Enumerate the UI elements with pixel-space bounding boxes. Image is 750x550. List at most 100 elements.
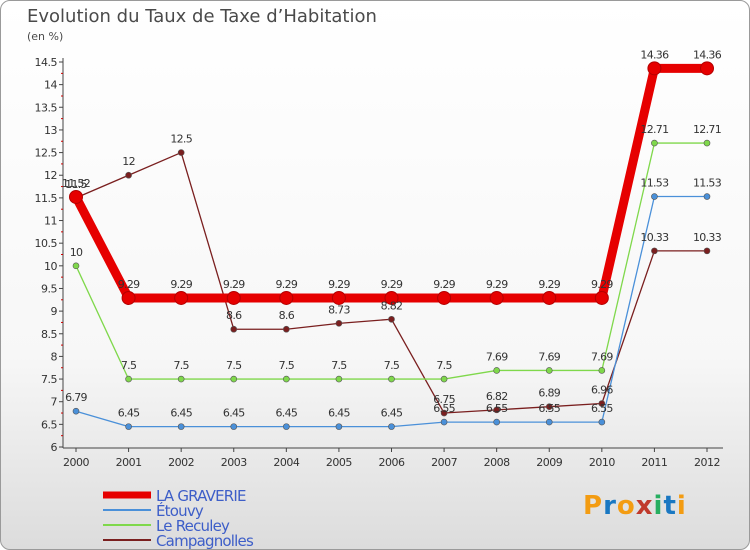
data-label-3: 10.33 bbox=[640, 231, 669, 244]
logo-letter: x bbox=[635, 491, 654, 521]
data-label-0: 9.29 bbox=[538, 278, 560, 291]
data-label-1: 6.55 bbox=[433, 402, 455, 415]
data-label-2: 7.5 bbox=[226, 359, 242, 372]
series-point-2 bbox=[545, 367, 553, 374]
data-label-3: 6.89 bbox=[538, 387, 560, 400]
y-tick-label: 10.5 bbox=[35, 237, 58, 250]
series-point-3 bbox=[651, 247, 658, 255]
series-point-2 bbox=[703, 139, 711, 147]
x-tick-label: 2011 bbox=[641, 456, 667, 469]
series-point-0 bbox=[437, 290, 452, 305]
y-tick-label: 11 bbox=[44, 215, 57, 228]
series-point-2 bbox=[125, 375, 132, 383]
series-point-2 bbox=[493, 367, 500, 374]
data-label-1: 11.53 bbox=[693, 177, 722, 190]
unit-label: (en %) bbox=[27, 30, 64, 43]
data-label-3: 8.73 bbox=[328, 303, 350, 316]
series-point-1 bbox=[335, 423, 343, 430]
series-point-0 bbox=[121, 290, 136, 305]
data-label-0: 9.29 bbox=[118, 278, 140, 291]
series-point-1 bbox=[72, 407, 80, 415]
y-tick-label: 9.5 bbox=[41, 282, 57, 295]
data-label-0: 9.29 bbox=[223, 278, 245, 291]
logo-letter: i bbox=[653, 491, 664, 521]
data-label-3: 6.96 bbox=[591, 384, 613, 397]
data-label-3: 8.6 bbox=[279, 309, 295, 322]
data-label-3: 12.5 bbox=[170, 133, 192, 146]
data-label-1: 6.55 bbox=[591, 402, 613, 415]
y-tick-label: 13 bbox=[44, 124, 57, 137]
series-labels: 11.5 12 12.5 8.6 8.6 8.73 8.82 6.75 6.82 6.89 6.96… bbox=[62, 48, 722, 419]
x-tick-label: 2006 bbox=[379, 456, 405, 469]
series-point-3 bbox=[703, 247, 711, 255]
series-point-2 bbox=[335, 375, 343, 383]
series-point-1 bbox=[545, 418, 553, 426]
series-point-3 bbox=[440, 409, 448, 417]
data-label-1: 11.53 bbox=[640, 177, 669, 190]
data-label-1: 6.45 bbox=[328, 407, 350, 420]
series-point-1 bbox=[703, 193, 711, 200]
data-label-2: 7.69 bbox=[486, 350, 508, 363]
x-tick-label: 2010 bbox=[589, 456, 615, 469]
series-point-0 bbox=[594, 290, 609, 305]
y-tick-label: 7.5 bbox=[41, 373, 57, 386]
series-point-0 bbox=[384, 290, 399, 305]
series-point-1 bbox=[440, 418, 448, 426]
y-tick-label: 14.5 bbox=[35, 56, 58, 69]
series-point-3 bbox=[125, 171, 132, 179]
series-point-0 bbox=[489, 290, 504, 305]
data-label-0: 11.52 bbox=[62, 177, 90, 190]
x-tick-label: 2003 bbox=[221, 456, 247, 469]
series-point-3 bbox=[545, 403, 553, 410]
series-point-0 bbox=[647, 61, 662, 76]
series-point-0 bbox=[700, 61, 714, 76]
x-tick-label: 2012 bbox=[694, 456, 720, 469]
data-label-3: 8.6 bbox=[226, 309, 242, 322]
data-label-2: 12.71 bbox=[693, 123, 721, 136]
data-label-1: 6.45 bbox=[223, 407, 245, 420]
series-point-0 bbox=[279, 290, 294, 305]
data-label-2: 7.5 bbox=[279, 359, 295, 372]
x-tick-label: 2009 bbox=[536, 456, 562, 469]
logo-letter: r bbox=[603, 491, 617, 521]
series-point-1 bbox=[177, 423, 185, 430]
y-tick-label: 12.5 bbox=[35, 147, 58, 160]
y-tick-label: 13.5 bbox=[35, 101, 58, 114]
series-point-1 bbox=[493, 418, 500, 426]
data-label-2: 7.5 bbox=[436, 359, 452, 372]
y-tick-label: 8.5 bbox=[41, 328, 57, 341]
data-label-0: 9.29 bbox=[170, 278, 192, 291]
data-label-2: 12.71 bbox=[640, 123, 668, 136]
series-point-0 bbox=[174, 290, 189, 305]
legend-label-3: Campagnolles bbox=[156, 532, 254, 550]
data-label-3: 8.82 bbox=[381, 299, 403, 312]
data-label-1: 6.45 bbox=[118, 407, 140, 420]
logo-letter: P bbox=[583, 491, 604, 521]
logo-letter: i bbox=[676, 491, 687, 521]
data-label-3: 6.82 bbox=[486, 390, 508, 403]
series-point-2 bbox=[72, 262, 80, 270]
data-label-0: 9.29 bbox=[275, 278, 297, 291]
data-label-1: 6.55 bbox=[538, 402, 560, 415]
series-point-2 bbox=[177, 375, 185, 383]
legend-label-0: LA GRAVERIE bbox=[156, 487, 246, 505]
data-label-1: 6.45 bbox=[170, 407, 192, 420]
series-point-0 bbox=[542, 290, 557, 305]
series-point-2 bbox=[440, 375, 448, 383]
y-tick-label: 8 bbox=[51, 350, 58, 363]
data-label-0: 9.29 bbox=[591, 278, 613, 291]
data-label-2: 7.5 bbox=[173, 359, 189, 372]
x-tick-label: 2008 bbox=[484, 456, 510, 469]
y-tick-label: 12 bbox=[44, 169, 57, 182]
series-point-2 bbox=[388, 375, 395, 383]
series-points bbox=[69, 61, 714, 430]
data-label-1: 6.79 bbox=[65, 391, 87, 404]
series-point-3 bbox=[598, 400, 606, 407]
logo-letter: o bbox=[616, 491, 636, 521]
axes: 6 6.5 7 7.5 8 8.5 9 9.5 10 10.5 11 11.5 12 12.5 13 13.5… bbox=[35, 56, 723, 469]
y-tick-label: 10 bbox=[44, 260, 57, 273]
series-point-3 bbox=[177, 149, 185, 156]
y-tick-label: 11.5 bbox=[35, 192, 58, 205]
series-line-0 bbox=[71, 63, 712, 303]
